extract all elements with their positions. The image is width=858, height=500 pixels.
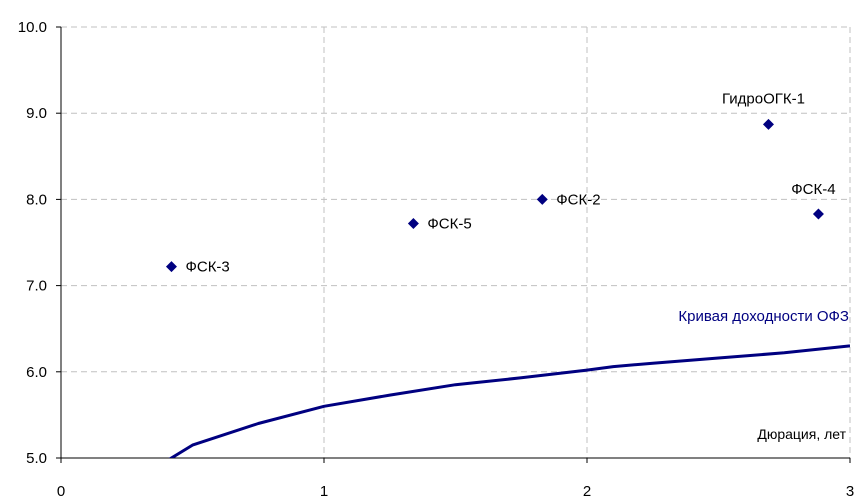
x-tick-labels: 0 1 2 3: [57, 458, 854, 500]
y-tick-labels: 5.0 6.0 7.0 8.0 9.0 10.0: [18, 19, 61, 467]
data-point-ГидроОГК-1: [762, 118, 774, 130]
y-tick-label: 10.0: [18, 19, 47, 36]
yield-curve-line: [168, 344, 850, 458]
x-tick-label: 3: [846, 483, 854, 500]
axes: [60, 27, 850, 459]
x-tick-label: 2: [583, 483, 591, 500]
data-point-ФСК-2: [536, 193, 548, 205]
y-tick-label: 7.0: [26, 278, 47, 295]
data-point-label: ФСК-5: [427, 216, 471, 233]
bond-point-labels: ФСК-3 ФСК-5 ФСК-2 ГидроОГК-1 ФСК-4: [185, 90, 835, 275]
data-point-ФСК-4: [812, 208, 824, 220]
data-point-label: ФСК-2: [556, 191, 600, 208]
data-point-ФСК-3: [165, 261, 177, 273]
y-tick-label: 9.0: [26, 105, 47, 122]
data-point-label: ГидроОГК-1: [722, 90, 805, 107]
bond-points: [165, 118, 824, 273]
data-point-label: ФСК-4: [791, 181, 835, 198]
data-point-label: ФСК-3: [185, 259, 229, 276]
curve-label: Кривая доходности ОФЗ: [678, 308, 849, 325]
x-axis-title: Дюрация, лет: [757, 426, 846, 442]
x-tick-label: 1: [320, 483, 328, 500]
y-tick-label: 8.0: [26, 191, 47, 208]
yield-curve: [168, 344, 850, 458]
grid: [61, 26, 851, 458]
data-point-ФСК-5: [407, 218, 419, 230]
y-tick-label: 6.0: [26, 364, 47, 381]
x-tick-label: 0: [57, 483, 65, 500]
y-tick-label: 5.0: [26, 450, 47, 467]
